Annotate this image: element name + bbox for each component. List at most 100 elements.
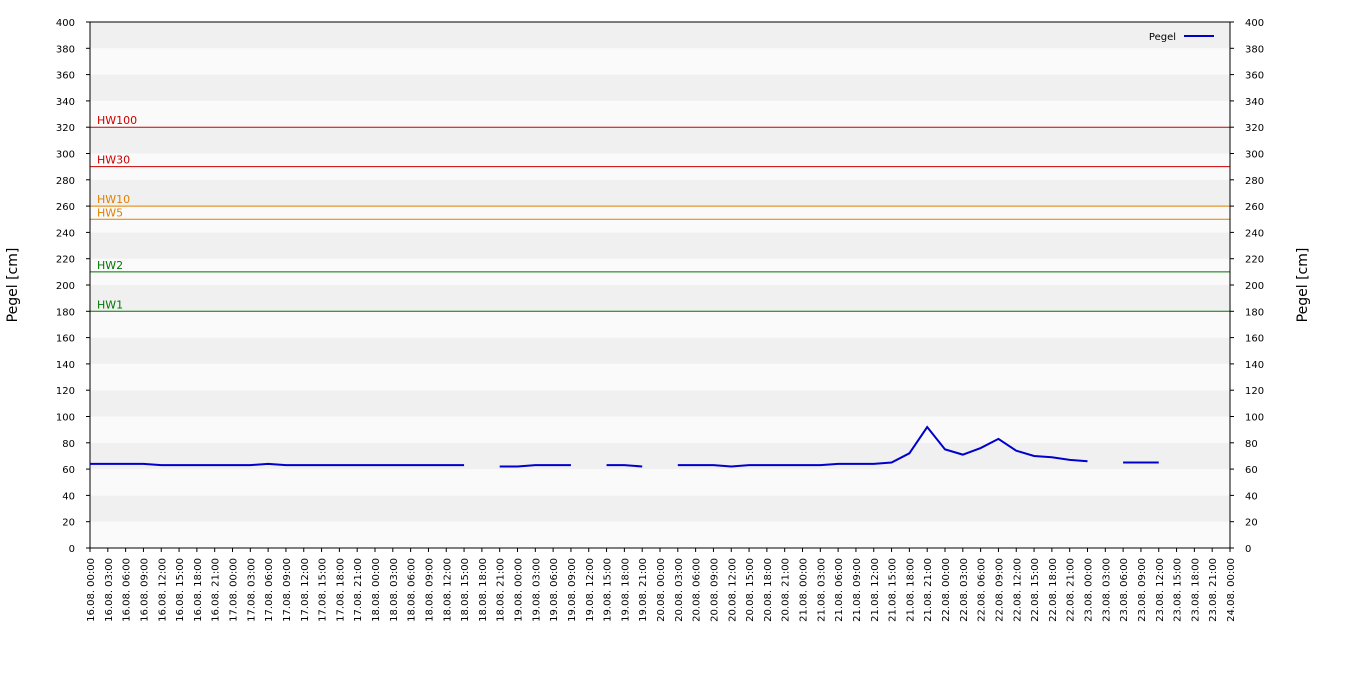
line-series <box>499 464 571 468</box>
x-tick-label: 19.08. 00:00 <box>514 558 525 622</box>
grid-band <box>90 521 1230 548</box>
x-tick-label: 19.08. 06:00 <box>549 558 560 622</box>
y-tick-label: 300 <box>56 150 75 161</box>
y-tick-label: 340 <box>56 97 75 108</box>
y-tick-label: 0 <box>69 544 75 555</box>
grid-band <box>90 179 1230 207</box>
x-tick-label: 16.08. 06:00 <box>122 558 133 622</box>
y2-tick-label: 200 <box>1245 281 1264 292</box>
threshold-label: HW2 <box>97 259 123 272</box>
y2-tick-label: 260 <box>1245 202 1264 213</box>
x-tick-label: 22.08. 18:00 <box>1048 558 1059 622</box>
y-tick-label: 280 <box>56 176 75 187</box>
x-tick-label: 18.08. 12:00 <box>442 558 453 622</box>
x-tick-label: 19.08. 15:00 <box>603 558 614 622</box>
x-tick-label: 20.08. 09:00 <box>709 558 720 622</box>
line-series <box>677 425 1088 468</box>
legend-label: Pegel <box>1149 32 1176 43</box>
x-tick-label: 21.08. 15:00 <box>888 558 899 622</box>
y-tick-label: 20 <box>62 518 75 529</box>
grid-band <box>90 48 1230 75</box>
y-tick-label: 220 <box>56 255 75 266</box>
x-tick-label: 19.08. 03:00 <box>531 558 542 622</box>
y-tick-label: 320 <box>56 123 75 134</box>
x-tick-label: 17.08. 00:00 <box>229 558 240 622</box>
threshold-label: HW1 <box>97 298 123 311</box>
y2-tick-label: 120 <box>1245 386 1264 397</box>
x-tick-label: 23.08. 15:00 <box>1173 558 1184 622</box>
line-series <box>90 462 465 467</box>
x-tick-label: 20.08. 00:00 <box>656 558 667 622</box>
x-tick-label: 17.08. 21:00 <box>353 558 364 622</box>
threshold-label: HW10 <box>97 193 130 206</box>
y-tick-label: 160 <box>56 334 75 345</box>
x-tick-label: 22.08. 21:00 <box>1066 558 1077 622</box>
x-tick-label: 21.08. 00:00 <box>799 558 810 622</box>
threshold-label: HW30 <box>97 154 130 167</box>
y2-tick-label: 380 <box>1245 44 1264 55</box>
x-tick-label: 23.08. 12:00 <box>1155 558 1166 622</box>
y2-tick-label: 240 <box>1245 228 1264 239</box>
x-tick-label: 19.08. 12:00 <box>585 558 596 622</box>
x-tick-label: 20.08. 18:00 <box>763 558 774 622</box>
x-tick-label: 17.08. 18:00 <box>335 558 346 622</box>
x-tick-label: 23.08. 09:00 <box>1137 558 1148 622</box>
x-tick-label: 22.08. 00:00 <box>941 558 952 622</box>
x-tick-label: 23.08. 18:00 <box>1190 558 1201 622</box>
x-tick-label: 21.08. 06:00 <box>834 558 845 622</box>
y2-tick-label: 320 <box>1245 123 1264 134</box>
y2-tick-label: 140 <box>1245 360 1264 371</box>
grid-band <box>90 74 1230 101</box>
y2-tick-label: 180 <box>1245 307 1264 318</box>
y2-tick-label: 0 <box>1245 544 1251 555</box>
grid-band <box>90 232 1230 259</box>
y2-tick-label: 340 <box>1245 97 1264 108</box>
y-tick-label: 380 <box>56 44 75 55</box>
y2-tick-label: 400 <box>1245 18 1264 29</box>
x-tick-label: 16.08. 03:00 <box>104 558 115 622</box>
y2-tick-label: 40 <box>1245 491 1258 502</box>
y2-tick-label: 220 <box>1245 255 1264 266</box>
y2-tick-label: 360 <box>1245 71 1264 82</box>
x-tick-label: 17.08. 03:00 <box>246 558 257 622</box>
x-tick-label: 19.08. 09:00 <box>567 558 578 622</box>
x-tick-label: 17.08. 12:00 <box>300 558 311 622</box>
grid-band <box>90 495 1230 522</box>
x-tick-label: 16.08. 18:00 <box>193 558 204 622</box>
x-tick-label: 21.08. 18:00 <box>905 558 916 622</box>
x-tick-label: 21.08. 12:00 <box>870 558 881 622</box>
x-tick-label: 21.08. 09:00 <box>852 558 863 622</box>
grid-band <box>90 363 1230 391</box>
x-tick-label: 18.08. 15:00 <box>460 558 471 622</box>
grid-band <box>90 311 1230 338</box>
x-tick-label: 17.08. 06:00 <box>264 558 275 622</box>
x-tick-label: 18.08. 21:00 <box>496 558 507 622</box>
y-tick-label: 100 <box>56 413 75 424</box>
y-tick-label: 140 <box>56 360 75 371</box>
y2-axis-label: Pegel [cm] <box>1295 248 1311 323</box>
x-tick-label: 17.08. 09:00 <box>282 558 293 622</box>
x-tick-label: 20.08. 12:00 <box>727 558 738 622</box>
grid-band <box>90 337 1230 364</box>
y-tick-label: 260 <box>56 202 75 213</box>
x-tick-label: 22.08. 09:00 <box>994 558 1005 622</box>
x-tick-label: 20.08. 03:00 <box>674 558 685 622</box>
x-tick-label: 18.08. 18:00 <box>478 558 489 622</box>
y-tick-label: 400 <box>56 18 75 29</box>
y-tick-label: 80 <box>62 439 75 450</box>
y2-tick-label: 160 <box>1245 334 1264 345</box>
x-tick-label: 23.08. 21:00 <box>1208 558 1219 622</box>
x-tick-label: 23.08. 03:00 <box>1101 558 1112 622</box>
y2-tick-label: 280 <box>1245 176 1264 187</box>
line-series <box>606 464 643 468</box>
grid-band <box>90 127 1230 154</box>
threshold-label: HW5 <box>97 206 123 219</box>
grid-band <box>90 416 1230 443</box>
y-tick-label: 360 <box>56 71 75 82</box>
x-tick-label: 22.08. 06:00 <box>977 558 988 622</box>
x-tick-label: 18.08. 09:00 <box>424 558 435 622</box>
x-tick-label: 16.08. 15:00 <box>175 558 186 622</box>
grid-band <box>90 22 1230 49</box>
x-tick-label: 24.08. 00:00 <box>1226 558 1237 622</box>
x-tick-label: 22.08. 12:00 <box>1012 558 1023 622</box>
